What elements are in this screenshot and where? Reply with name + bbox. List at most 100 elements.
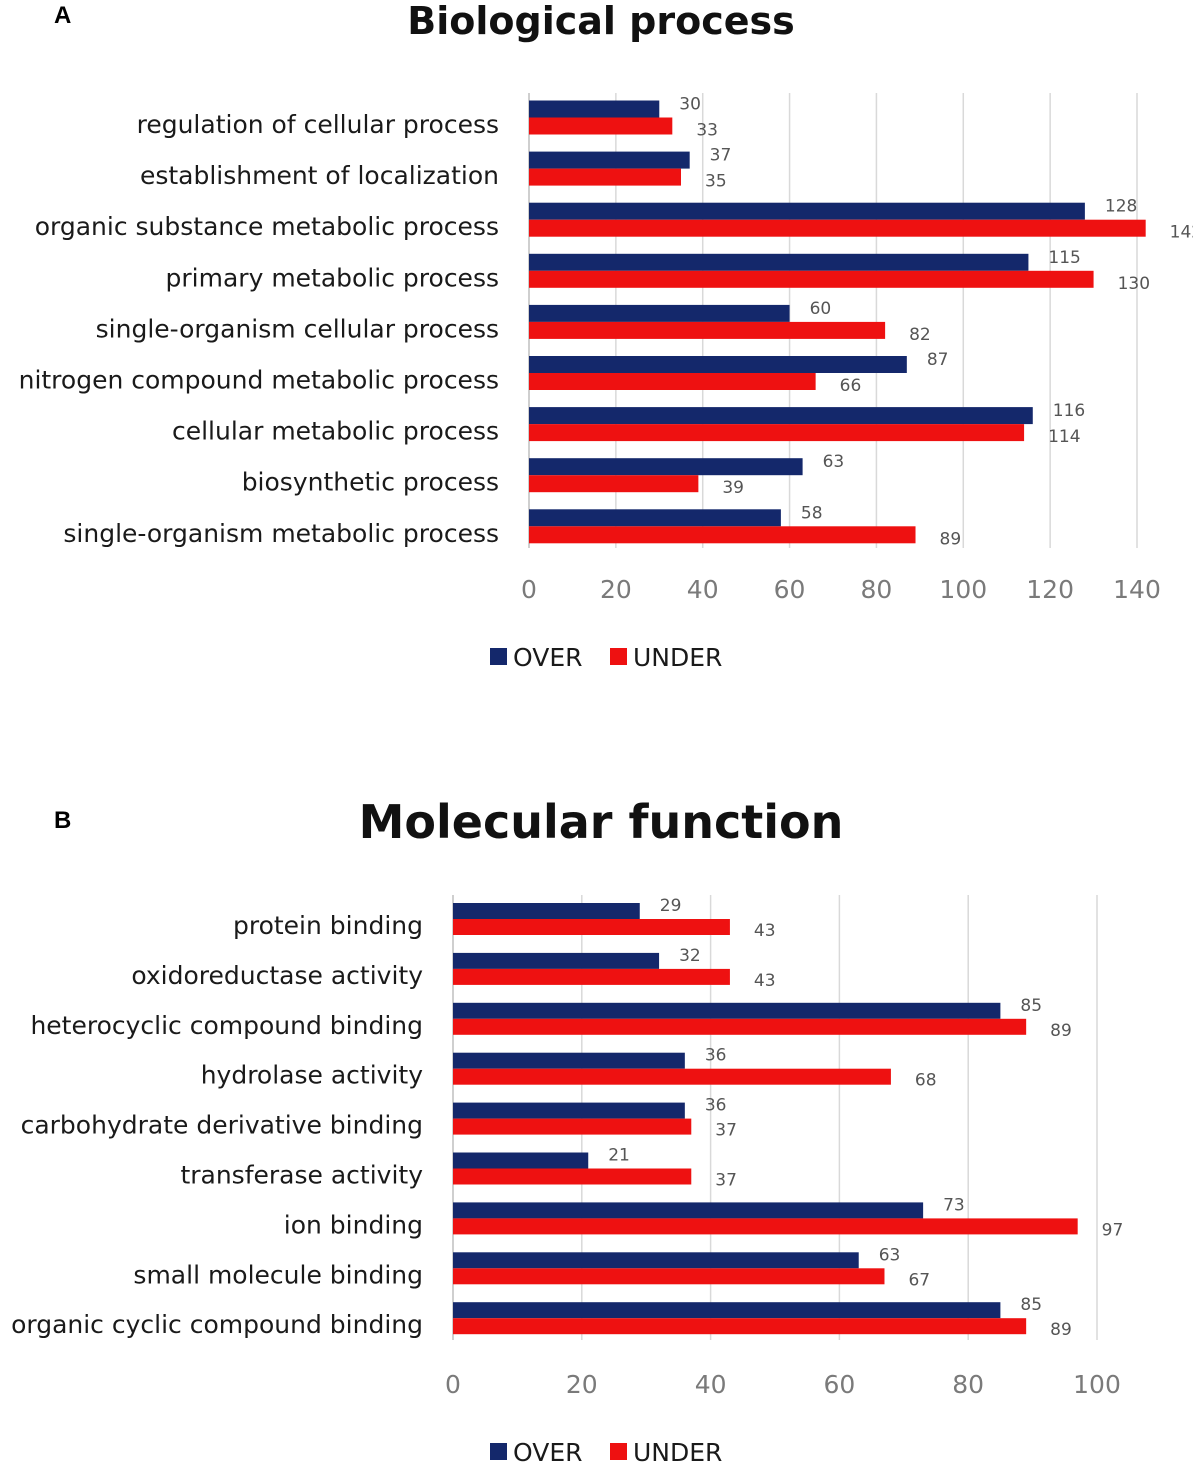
category-label: primary metabolic process xyxy=(166,263,499,292)
x-tick-label: 40 xyxy=(687,575,719,604)
legend-label-under: UNDER xyxy=(633,1438,722,1463)
data-label-over: 29 xyxy=(660,896,682,916)
category-label: ion binding xyxy=(284,1210,423,1239)
bar-under xyxy=(453,1018,1027,1035)
data-label-under: 130 xyxy=(1118,274,1150,294)
legend-swatch-over xyxy=(490,648,507,665)
data-label-under: 37 xyxy=(715,1121,737,1141)
bar-under xyxy=(529,373,816,390)
data-label-under: 37 xyxy=(715,1171,737,1191)
x-tick-label: 100 xyxy=(1073,1370,1121,1399)
bar-over xyxy=(529,407,1033,425)
data-label-over: 37 xyxy=(710,146,732,166)
bar-under xyxy=(529,168,681,186)
plot-area: 0 20 40 60 80 100 protein binding 29 43 oxidoredu… xyxy=(11,895,1123,1463)
category-label: hydrolase activity xyxy=(201,1061,424,1090)
x-tick-label: 60 xyxy=(774,575,806,604)
data-label-under: 68 xyxy=(915,1071,937,1091)
data-label-under: 33 xyxy=(696,121,718,141)
category-label: single-organism metabolic process xyxy=(63,519,499,548)
data-label-over: 32 xyxy=(679,946,701,966)
data-label-over: 87 xyxy=(927,350,949,370)
x-tick-label: 40 xyxy=(695,1370,727,1399)
data-label-over: 128 xyxy=(1105,197,1137,217)
x-tick-label: 80 xyxy=(861,575,893,604)
bar-over xyxy=(453,1052,685,1069)
bar-over xyxy=(453,1302,1001,1319)
data-label-over: 73 xyxy=(943,1195,965,1215)
data-label-under: 43 xyxy=(754,971,776,991)
bar-under xyxy=(529,321,886,339)
bar-under xyxy=(529,475,699,493)
legend-label-over: OVER xyxy=(513,643,583,672)
data-label-under: 97 xyxy=(1102,1220,1124,1240)
data-label-under: 142 xyxy=(1170,223,1193,243)
data-label-under: 67 xyxy=(908,1270,930,1290)
x-tick-label: 100 xyxy=(939,575,987,604)
chart-title: Biological process xyxy=(407,0,794,43)
panel-a: A Biological process 0 20 40 60 80 100 120 140 r… xyxy=(19,0,1193,672)
bar-over xyxy=(453,903,640,919)
bar-under xyxy=(453,1068,891,1085)
data-label-under: 82 xyxy=(909,325,931,345)
legend-swatch-under xyxy=(610,1443,627,1460)
category-label: carbohydrate derivative binding xyxy=(21,1111,423,1140)
legend-label-under: UNDER xyxy=(633,643,722,672)
bar-over xyxy=(453,1202,924,1219)
x-tick-label: 0 xyxy=(445,1370,461,1399)
data-label-under: 89 xyxy=(1050,1021,1072,1041)
legend-swatch-over xyxy=(490,1443,507,1460)
x-tick-label: 20 xyxy=(566,1370,598,1399)
legend-swatch-under xyxy=(610,648,627,665)
category-label: organic substance metabolic process xyxy=(35,212,499,241)
bar-under xyxy=(453,1118,692,1135)
x-tick-label: 140 xyxy=(1113,575,1161,604)
bar-over xyxy=(529,202,1085,220)
data-label-over: 36 xyxy=(705,1046,727,1066)
bar-under xyxy=(529,270,1094,288)
data-label-over: 63 xyxy=(823,452,845,472)
data-label-over: 36 xyxy=(705,1096,727,1116)
data-label-over: 85 xyxy=(1020,1295,1042,1315)
category-label: small molecule binding xyxy=(133,1260,423,1289)
bar-under xyxy=(529,117,673,135)
bar-over xyxy=(529,304,790,322)
chart-title: Molecular function xyxy=(359,795,844,849)
x-tick-label: 0 xyxy=(521,575,537,604)
bar-over xyxy=(453,1002,1001,1019)
bar-over xyxy=(529,458,803,476)
bar-under xyxy=(453,968,730,985)
data-label-under: 43 xyxy=(754,921,776,941)
panel-letter-a: A xyxy=(54,2,71,29)
bar-under xyxy=(453,1168,692,1185)
category-label: biosynthetic process xyxy=(242,468,499,497)
category-label: transferase activity xyxy=(180,1161,423,1190)
data-label-under: 39 xyxy=(722,478,744,498)
data-label-under: 66 xyxy=(840,376,862,396)
category-label: organic cyclic compound binding xyxy=(11,1310,423,1339)
x-tick-label: 80 xyxy=(952,1370,984,1399)
bar-over xyxy=(529,253,1029,271)
data-label-over: 116 xyxy=(1053,401,1085,421)
category-label: heterocyclic compound binding xyxy=(30,1011,423,1040)
bar-under xyxy=(453,1318,1027,1335)
data-label-over: 115 xyxy=(1048,248,1080,268)
bar-over xyxy=(529,151,690,169)
data-label-under: 114 xyxy=(1048,427,1080,447)
data-label-over: 85 xyxy=(1020,996,1042,1016)
data-label-over: 58 xyxy=(801,503,823,523)
x-tick-label: 60 xyxy=(823,1370,855,1399)
bar-over xyxy=(453,1102,685,1119)
panel-b: B Molecular function 0 20 40 60 80 100 protein… xyxy=(11,795,1123,1463)
panel-letter-b: B xyxy=(54,807,71,834)
data-label-under: 35 xyxy=(705,172,727,192)
data-label-under: 89 xyxy=(940,529,962,549)
category-label: regulation of cellular process xyxy=(137,110,499,139)
data-label-over: 60 xyxy=(810,299,832,319)
category-label: nitrogen compound metabolic process xyxy=(19,366,499,395)
data-label-over: 30 xyxy=(679,95,701,115)
bar-under xyxy=(529,526,916,544)
data-label-over: 21 xyxy=(608,1146,630,1166)
bar-under xyxy=(453,1268,885,1285)
x-tick-label: 20 xyxy=(600,575,632,604)
